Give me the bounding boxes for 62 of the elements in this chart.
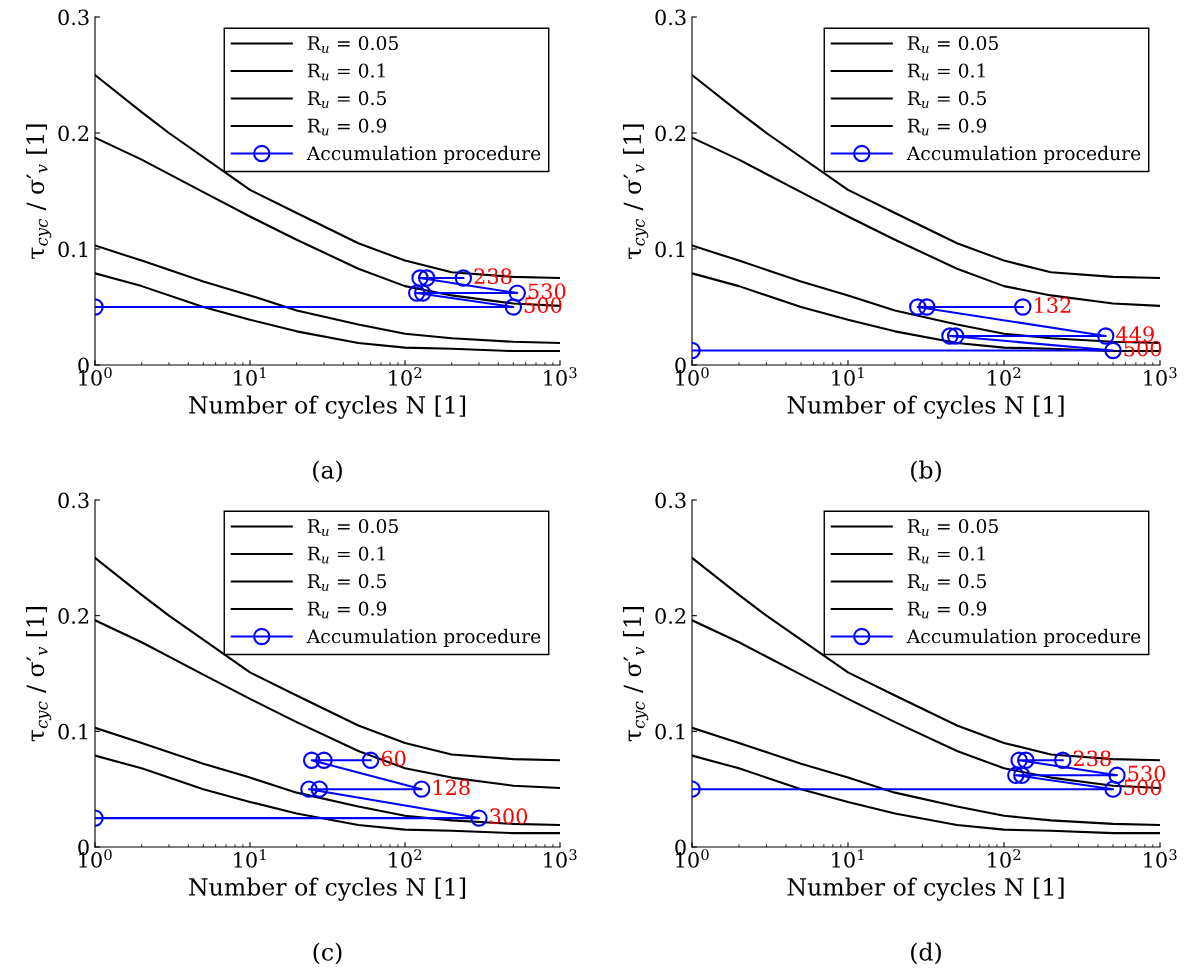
x-tick-label: 10$^{2}$ — [389, 849, 422, 868]
legend-label: R$_{u}$ = 0.5 — [907, 90, 986, 108]
annotation: 128 — [433, 779, 470, 796]
legend-label: R$_{u}$ = 0.9 — [907, 118, 987, 136]
x-axis-title: Number of cycles N [1] — [189, 877, 466, 901]
legend-label: Accumulation procedure — [906, 145, 1141, 164]
y-tick-label: 0.2 — [655, 608, 686, 624]
y-tick-label: 0.1 — [655, 723, 685, 740]
legend-label: R$_{u}$ = 0.1 — [307, 546, 385, 564]
y-tick-label: 0.1 — [655, 241, 685, 258]
x-tick-label: 10$^{1}$ — [234, 849, 266, 868]
y-axis-title: τ$_{cyc}$ / σ′$_{v}$ [1] — [622, 606, 649, 742]
annotation: 530 — [528, 283, 566, 300]
text: (a) — [313, 460, 342, 483]
x-tick-label: 10$^{3}$ — [544, 367, 577, 386]
y-tick-label: 0.2 — [58, 608, 89, 624]
legend-label: R$_{u}$ = 0.9 — [307, 601, 387, 619]
x-axis-title: Number of cycles N [1] — [787, 395, 1064, 419]
y-tick-label: 0.1 — [58, 723, 88, 740]
legend-label: R$_{u}$ = 0.1 — [907, 546, 985, 564]
y-tick-label: 0.3 — [58, 492, 89, 509]
x-tick-label: 10$^{2}$ — [389, 367, 422, 386]
y-tick-label: 0.1 — [58, 241, 88, 258]
y-tick-label: 0.3 — [655, 492, 686, 509]
x-tick-label: 10$^{1}$ — [832, 367, 864, 386]
legend-label: R$_{u}$ = 0.05 — [907, 518, 998, 536]
x-tick-label: 10$^{1}$ — [832, 849, 864, 868]
y-tick-label: 0.2 — [655, 125, 686, 142]
x-axis-title: Number of cycles N [1] — [787, 877, 1064, 901]
legend-label: R$_{u}$ = 0.9 — [907, 601, 987, 619]
legend-label: R$_{u}$ = 0.5 — [907, 573, 986, 591]
legend-label: R$_{u}$ = 0.5 — [307, 573, 386, 591]
legend-label: R$_{u}$ = 0.05 — [307, 35, 398, 53]
y-axis-title: τ$_{cyc}$ / σ′$_{v}$ [1] — [25, 606, 52, 742]
y-tick-label: 0.3 — [655, 9, 686, 26]
x-tick-label: 10$^{2}$ — [988, 849, 1021, 868]
x-tick-label: 10$^{3}$ — [544, 849, 577, 868]
legend-label: Accumulation procedure — [306, 628, 541, 647]
legend-label: R$_{u}$ = 0.1 — [907, 63, 985, 81]
x-axis-title: Number of cycles N [1] — [189, 395, 466, 419]
y-tick-label: 0.3 — [58, 9, 89, 26]
annotation: 132 — [1035, 297, 1071, 314]
text: (d) — [911, 942, 941, 965]
legend-label: Accumulation procedure — [906, 628, 1141, 647]
y-axis-title: τ$_{cyc}$ / σ′$_{v}$ [1] — [25, 124, 52, 259]
legend-label: Accumulation procedure — [306, 145, 541, 164]
y-tick-label: 0.2 — [58, 125, 89, 142]
annotation: 60 — [381, 750, 406, 767]
text: (c) — [313, 942, 342, 965]
legend-label: R$_{u}$ = 0.9 — [307, 118, 387, 136]
x-tick-label: 10$^{3}$ — [1144, 849, 1177, 868]
legend-label: R$_{u}$ = 0.5 — [307, 90, 386, 108]
x-tick-label: 10$^{1}$ — [234, 367, 266, 386]
text: (b) — [911, 460, 941, 483]
y-axis-title: τ$_{cyc}$ / σ′$_{v}$ [1] — [622, 124, 649, 259]
annotation: 300 — [490, 808, 528, 825]
legend-label: R$_{u}$ = 0.05 — [307, 518, 398, 536]
x-tick-label: 10$^{2}$ — [988, 367, 1021, 386]
annotation: 449 — [1116, 326, 1154, 343]
legend-label: R$_{u}$ = 0.1 — [307, 63, 385, 81]
legend-label: R$_{u}$ = 0.05 — [907, 35, 998, 53]
x-tick-label: 10$^{3}$ — [1144, 367, 1177, 386]
